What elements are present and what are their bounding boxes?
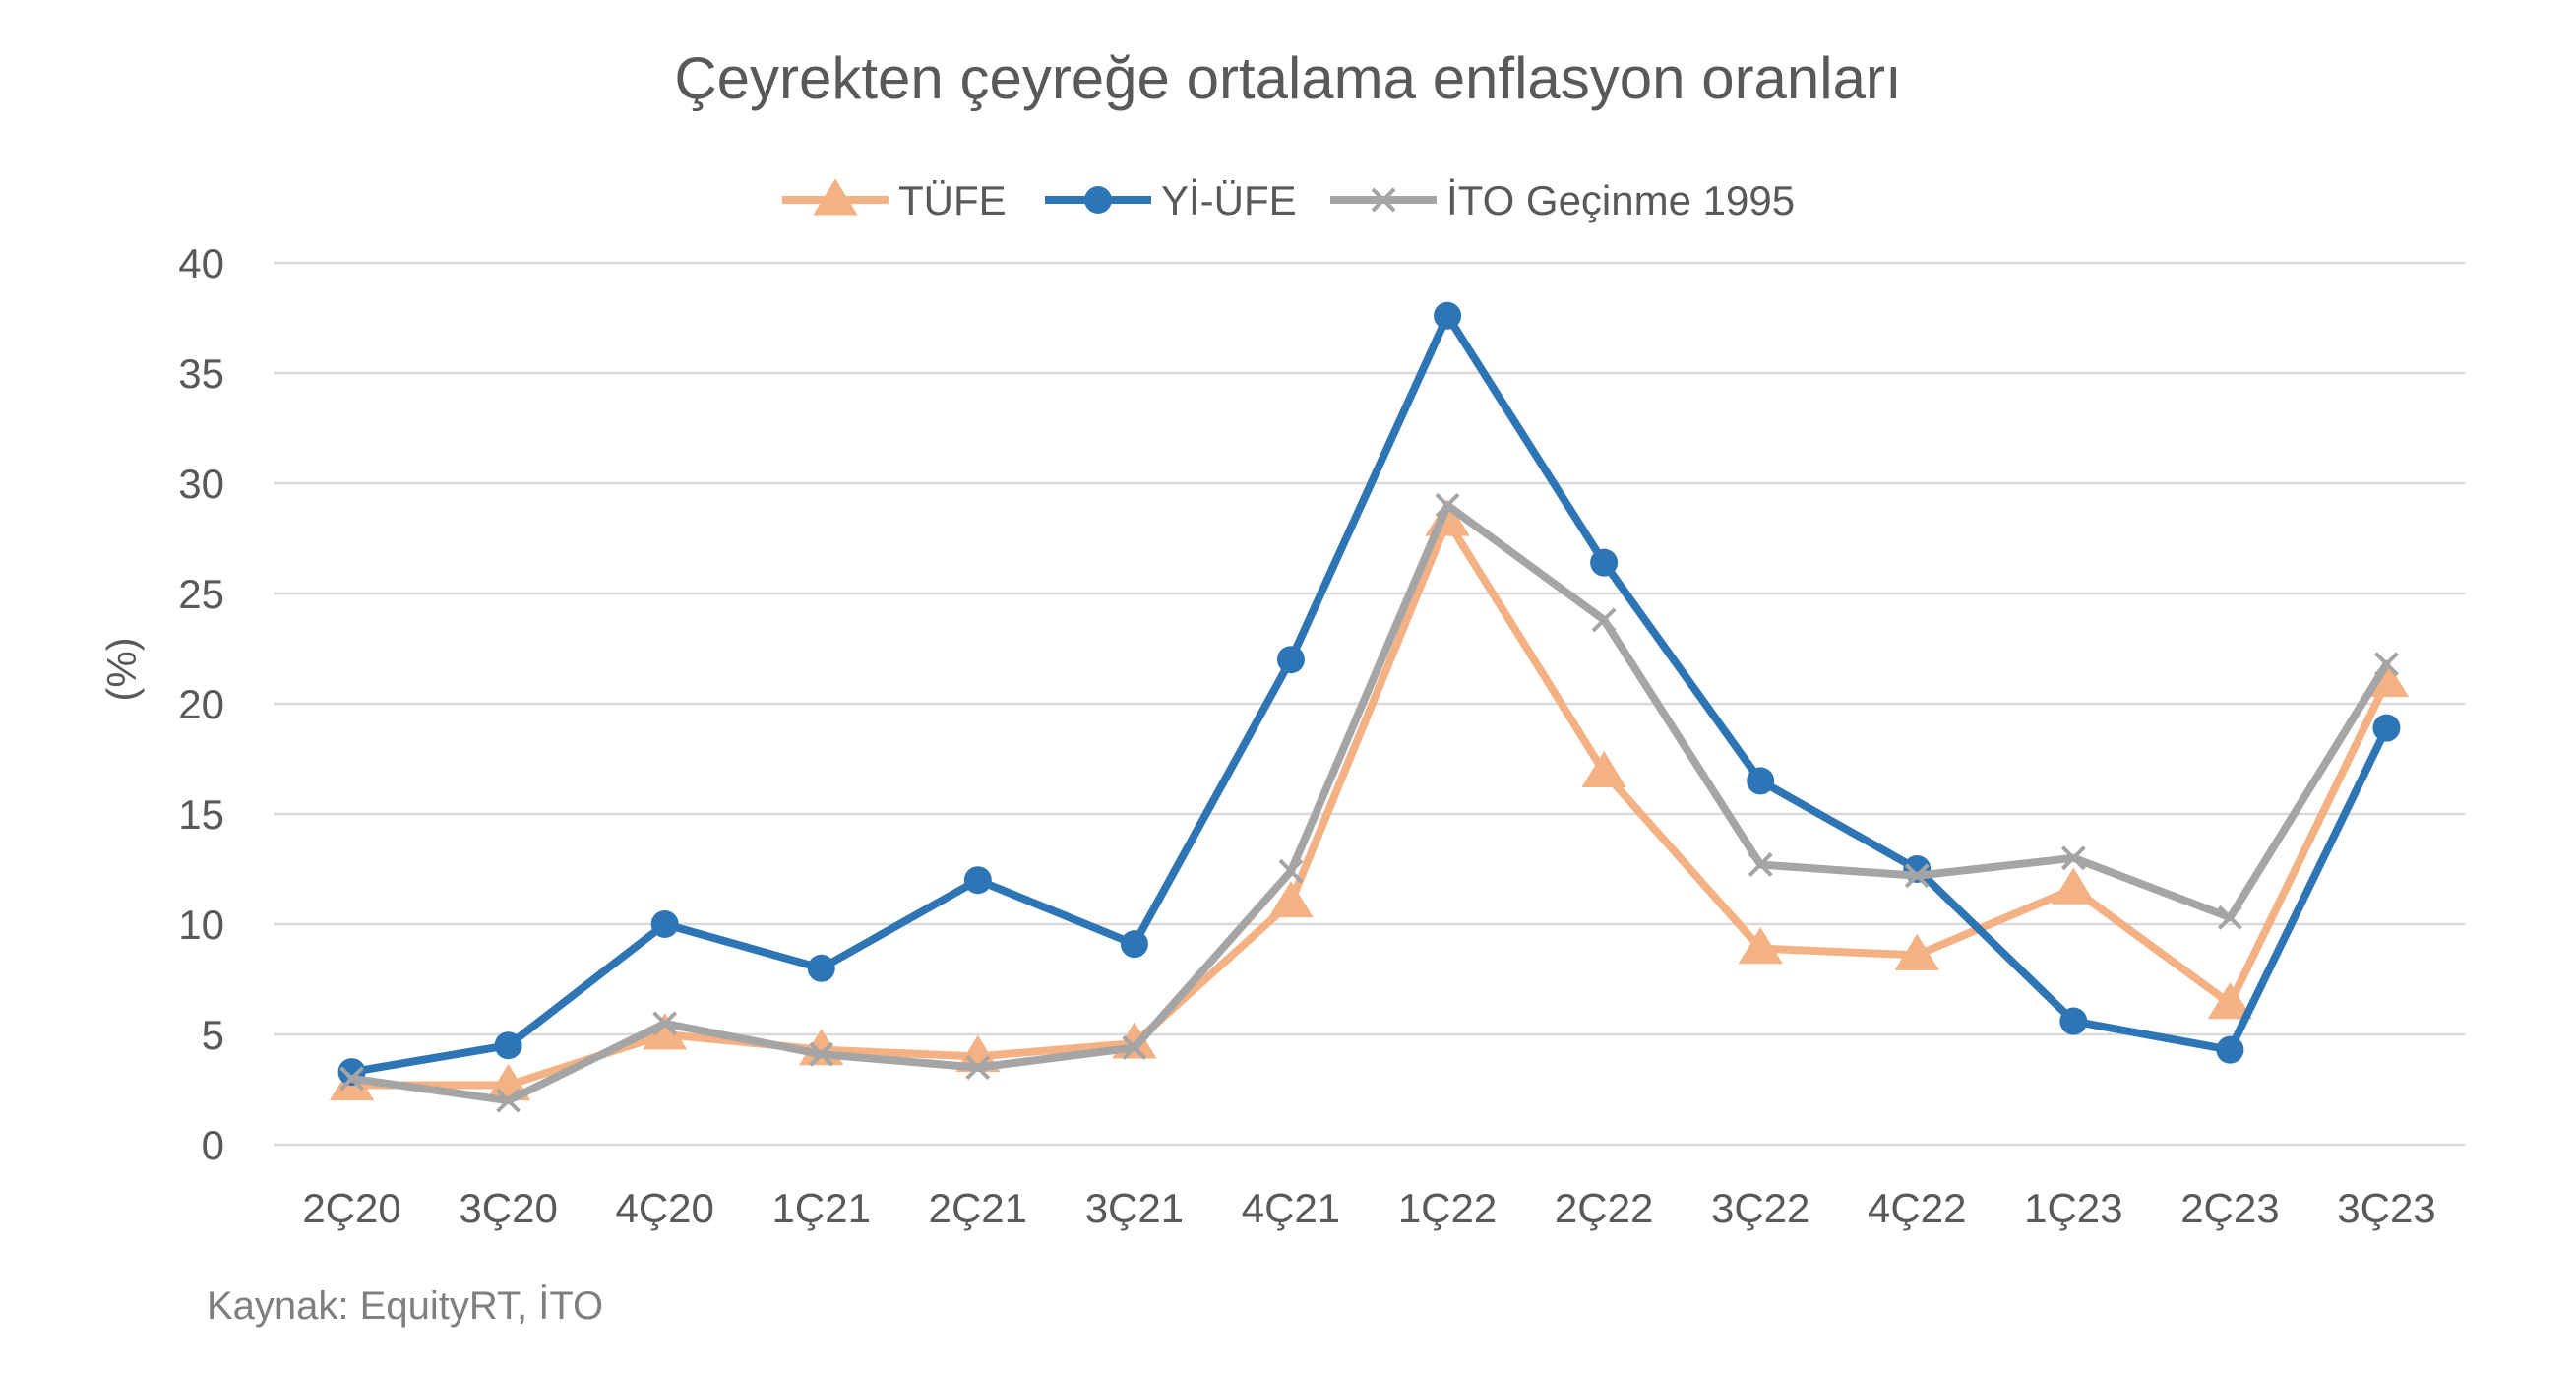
data-point	[1904, 863, 1930, 889]
series-2	[339, 492, 2399, 1113]
y-tick-label: 40	[178, 240, 224, 286]
series-line	[347, 517, 2391, 1090]
data-point	[2051, 867, 2097, 905]
data-point	[2059, 1007, 2088, 1035]
data-point	[1747, 767, 1775, 795]
data-point	[2216, 1035, 2244, 1064]
data-point	[2207, 982, 2253, 1020]
data-point	[2374, 652, 2399, 677]
data-point	[1748, 852, 1773, 877]
data-point	[1738, 927, 1783, 965]
data-point	[2372, 714, 2401, 742]
y-axis-ticks: 0 5 10 15 20 25 30 35 40	[178, 240, 224, 1168]
legend: TÜFE Yİ-ÜFE İTO Geçinme 1995	[782, 177, 1795, 223]
y-tick-label: 25	[178, 571, 224, 617]
data-point	[1435, 492, 1460, 518]
data-point	[1894, 933, 1939, 970]
data-point	[339, 1066, 364, 1092]
series-1	[337, 301, 2401, 1087]
y-axis-label: (%)	[98, 637, 145, 701]
data-point	[1434, 301, 1462, 330]
data-point	[813, 178, 858, 216]
x-tick-label: 2Ç22	[1555, 1185, 1653, 1231]
data-point	[1581, 750, 1626, 787]
data-series	[329, 301, 2410, 1113]
x-tick-label: 3Ç21	[1085, 1185, 1184, 1231]
data-point	[1268, 881, 1314, 918]
data-point	[1590, 548, 1619, 577]
data-point	[494, 1031, 522, 1060]
data-point	[1120, 930, 1148, 959]
x-tick-label: 3Ç22	[1711, 1185, 1809, 1231]
data-point	[1591, 607, 1617, 633]
data-point	[496, 1088, 521, 1113]
data-point	[807, 954, 835, 982]
x-tick-label: 1Ç22	[1398, 1185, 1497, 1231]
y-tick-label: 15	[178, 791, 224, 838]
y-tick-label: 0	[202, 1122, 224, 1168]
chart-title: Çeyrekten çeyreğe ortalama enflasyon ora…	[674, 45, 1901, 111]
legend-label: TÜFE	[898, 177, 1007, 223]
x-tick-label: 1Ç23	[2024, 1185, 2122, 1231]
source-note: Kaynak: EquityRT, İTO	[207, 1283, 603, 1328]
x-axis-ticks: 2Ç20 3Ç20 4Ç20 1Ç21 2Ç21 3Ç21 4Ç21 1Ç22 2Ç22 3Ç22…	[302, 1185, 2435, 1231]
data-point	[1276, 646, 1305, 674]
legend-item: Yİ-ÜFE	[1045, 177, 1297, 223]
data-point	[809, 1041, 834, 1067]
x-tick-label: 3Ç23	[2337, 1185, 2435, 1231]
legend-item: İTO Geçinme 1995	[1330, 177, 1795, 223]
legend-label: Yİ-ÜFE	[1161, 177, 1297, 223]
x-tick-label: 4Ç20	[615, 1185, 713, 1231]
data-point	[1084, 186, 1112, 214]
series-line	[347, 311, 2391, 1077]
data-point	[650, 910, 679, 938]
x-tick-label: 2Ç20	[302, 1185, 400, 1231]
y-tick-label: 30	[178, 461, 224, 507]
x-tick-label: 1Ç21	[772, 1185, 871, 1231]
x-tick-label: 2Ç23	[2180, 1185, 2279, 1231]
data-point	[2217, 905, 2242, 930]
x-tick-label: 2Ç21	[929, 1185, 1027, 1231]
data-point	[965, 1055, 991, 1081]
y-tick-label: 10	[178, 902, 224, 948]
y-tick-label: 35	[178, 350, 224, 397]
series-line	[347, 501, 2391, 1105]
data-point	[2060, 845, 2086, 871]
series-0	[329, 499, 2410, 1101]
data-point	[1122, 1034, 1147, 1060]
y-tick-label: 20	[178, 681, 224, 727]
legend-item: TÜFE	[782, 177, 1007, 223]
data-point	[1371, 187, 1396, 213]
y-tick-label: 5	[202, 1012, 224, 1058]
x-tick-label: 3Ç20	[459, 1185, 557, 1231]
legend-label: İTO Geçinme 1995	[1446, 177, 1795, 223]
x-tick-label: 4Ç21	[1242, 1185, 1340, 1231]
data-point	[963, 866, 992, 895]
data-point	[652, 1011, 678, 1036]
data-point	[1278, 858, 1304, 884]
data-point	[642, 1013, 688, 1050]
x-tick-label: 4Ç22	[1868, 1185, 1966, 1231]
